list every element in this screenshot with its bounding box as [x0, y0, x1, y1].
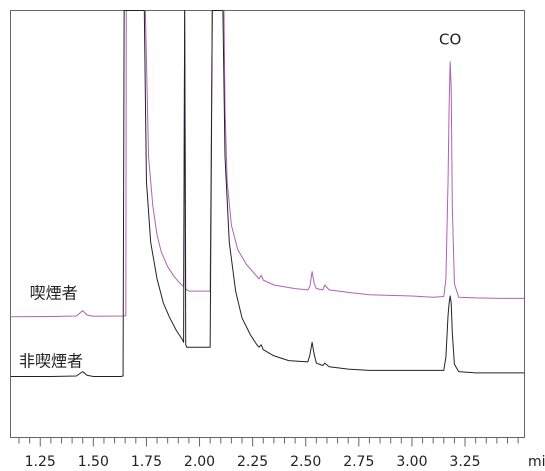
x-unit-label: min: [528, 454, 545, 470]
x-tick-label: 2.25: [237, 454, 268, 470]
peak-label-1: CO: [439, 31, 461, 49]
x-tick-label: 1.50: [78, 454, 109, 470]
plot-frame: [10, 10, 525, 438]
series-line-2: [10, 10, 525, 377]
x-tick-label: 2.50: [290, 454, 321, 470]
series-line-1: [10, 10, 525, 318]
x-tick-label: 2.00: [184, 454, 215, 470]
series-label-1: 喫煙者: [30, 283, 78, 302]
series-layer: [10, 10, 525, 377]
x-tick-label: 1.75: [131, 454, 162, 470]
x-axis: 1.25 1.50 1.75 2.00 2.25 2.50 2.75 3.00 3.25 min: [18, 437, 545, 470]
x-tick-label: 2.75: [343, 454, 374, 470]
x-tick-label: 1.25: [25, 454, 56, 470]
series-label-2: 非喫煙者: [19, 352, 83, 371]
x-tick-label: 3.25: [449, 454, 480, 470]
x-tick-label: 3.00: [396, 454, 427, 470]
